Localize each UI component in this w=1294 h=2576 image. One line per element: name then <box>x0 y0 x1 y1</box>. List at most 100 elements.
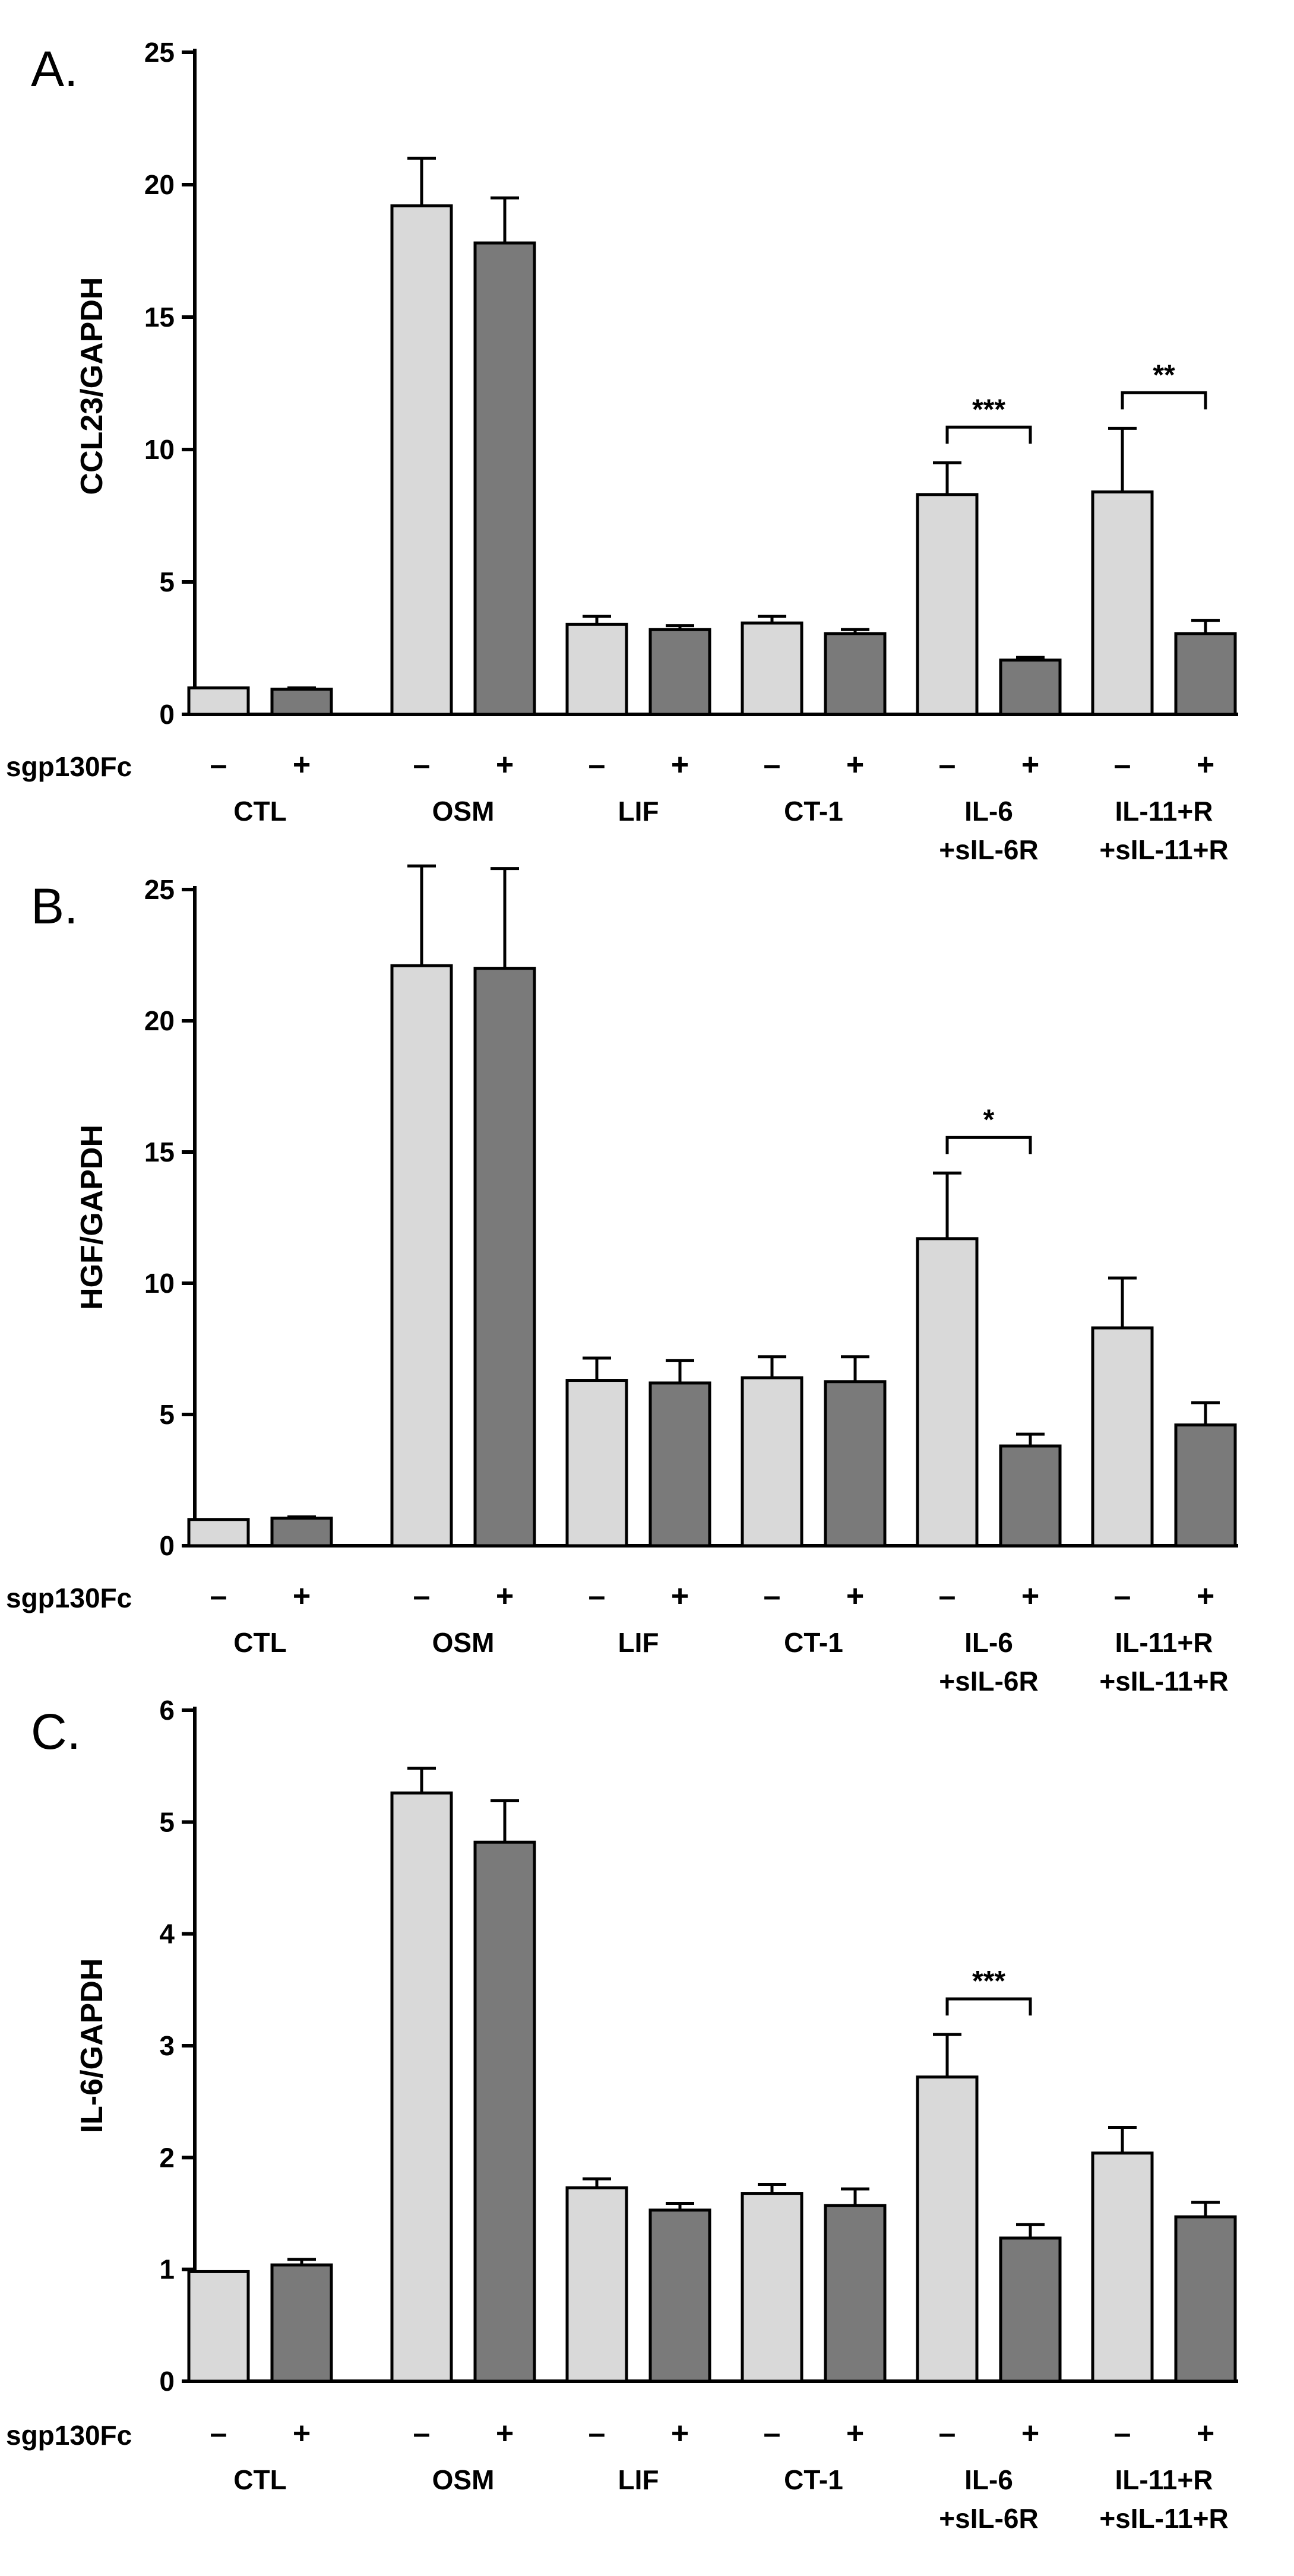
sign-label-minus: – <box>1114 1579 1131 1613</box>
bar-plus <box>473 241 536 716</box>
bar-minus <box>1091 2151 1154 2383</box>
category-label: IL-11+R <box>1115 1627 1213 1658</box>
sign-label-plus: + <box>846 748 864 782</box>
sign-label-minus: – <box>1114 2416 1131 2451</box>
category-label: CTL <box>233 2464 286 2495</box>
y-tick-label: 25 <box>144 874 175 905</box>
bar-group: – +OSM <box>390 1767 536 2495</box>
y-tick-label: 10 <box>144 434 175 465</box>
bar-plus <box>1174 1423 1237 1548</box>
category-label: IL-6 <box>964 1627 1013 1658</box>
category-label-line2: +sIL-6R <box>939 2503 1038 2534</box>
y-tick-label: 15 <box>144 302 175 333</box>
category-label: IL-11+R <box>1115 796 1213 827</box>
bar-minus <box>187 2270 250 2383</box>
bar-plus <box>473 967 536 1548</box>
bar-group: – + IL-11+R +sIL-11+R <box>1091 1276 1237 1697</box>
significance-bracket: ** <box>1121 359 1207 410</box>
bracket-line <box>1121 391 1207 410</box>
bar-plus <box>648 1381 711 1548</box>
category-label: LIF <box>618 1627 659 1658</box>
bar-group: – +CT-1 <box>741 1355 887 1658</box>
category-label: CTL <box>233 796 286 827</box>
category-label-line2: +sIL-11+R <box>1099 2503 1228 2534</box>
y-tick-label: 1 <box>159 2254 175 2285</box>
bar-minus <box>565 622 628 716</box>
bar-minus <box>390 964 453 1548</box>
sign-label-minus: – <box>210 748 227 782</box>
bar-group: – +CTL <box>187 2258 333 2495</box>
sign-label-minus: – <box>589 748 606 782</box>
category-label: OSM <box>432 796 495 827</box>
sign-label-minus: – <box>413 2416 431 2451</box>
sign-label-minus: – <box>939 748 956 782</box>
bar-minus <box>565 2186 628 2383</box>
sign-label-plus: + <box>671 1579 689 1613</box>
significance-bracket: *** <box>945 394 1032 444</box>
sign-label-plus: + <box>496 2416 514 2451</box>
category-label-line2: +sIL-6R <box>939 1666 1038 1697</box>
category-label: CT-1 <box>784 2464 843 2495</box>
bracket-line <box>945 1997 1032 2016</box>
bar-group: – + LIF <box>565 615 711 827</box>
bar-group: – + LIF <box>565 2177 711 2495</box>
y-tick-label: 10 <box>144 1268 175 1299</box>
category-label-line2: +sIL-11+R <box>1099 1666 1228 1697</box>
sign-label-plus: + <box>496 1579 514 1613</box>
bar-group: – +CT-1 <box>741 2183 887 2495</box>
sign-label-minus: – <box>210 2416 227 2451</box>
category-label: IL-6 <box>964 796 1013 827</box>
bar-plus <box>270 2263 333 2383</box>
sign-label-minus: – <box>764 748 781 782</box>
category-label: OSM <box>432 2464 495 2495</box>
sign-label-minus: – <box>939 2416 956 2451</box>
sign-label-plus: + <box>1021 748 1039 782</box>
bar-group: – + LIF <box>565 1356 711 1658</box>
sign-label-plus: + <box>1197 2416 1214 2451</box>
significance-label: * <box>983 1104 995 1135</box>
bar-minus <box>565 1379 628 1548</box>
category-label-line2: +sIL-6R <box>939 834 1038 865</box>
sign-label-minus: – <box>589 2416 606 2451</box>
category-label: LIF <box>618 796 659 827</box>
panel-label: A. <box>31 41 78 97</box>
sign-label-plus: + <box>846 1579 864 1613</box>
sign-label-plus: + <box>671 748 689 782</box>
category-label-line2: +sIL-11+R <box>1099 834 1228 865</box>
bar-group: – +OSM <box>390 864 536 1658</box>
bar-minus <box>187 1518 250 1548</box>
sign-label-plus: + <box>1021 2416 1039 2451</box>
sign-label-plus: + <box>1197 748 1214 782</box>
bar-minus <box>741 621 803 716</box>
bar-group: – + *** IL-6 +sIL-6R <box>916 394 1062 865</box>
sign-label-minus: – <box>413 1579 431 1613</box>
y-tick-label: 20 <box>144 1005 175 1036</box>
sign-label-plus: + <box>1021 1579 1039 1613</box>
bar-plus <box>270 688 333 716</box>
sign-label-minus: – <box>764 2416 781 2451</box>
sign-label-minus: – <box>589 1579 606 1613</box>
y-tick-label: 5 <box>159 1399 175 1430</box>
y-tick-label: 2 <box>159 2142 175 2173</box>
sign-label-minus: – <box>413 748 431 782</box>
sign-label-minus: – <box>764 1579 781 1613</box>
y-tick-label: 5 <box>159 567 175 597</box>
bar-group: – + *** IL-6 +sIL-6R <box>916 1966 1062 2534</box>
panel-label: B. <box>31 878 78 934</box>
bar-plus <box>1174 632 1237 716</box>
bar-group: – +CTL <box>187 686 333 827</box>
y-tick-label: 6 <box>159 1695 175 1726</box>
y-tick-label: 0 <box>159 1530 175 1561</box>
bar-group: – + ** IL-11+R +sIL-11+R <box>1091 359 1237 865</box>
y-axis-title: CCL23/GAPDH <box>75 277 109 495</box>
bar-plus <box>824 632 887 716</box>
sign-label-minus: – <box>1114 748 1131 782</box>
bar-minus <box>390 204 453 716</box>
bar-plus <box>824 2204 887 2383</box>
sign-label-plus: + <box>293 748 311 782</box>
significance-label: ** <box>1153 359 1175 391</box>
bar-minus <box>1091 1326 1154 1548</box>
